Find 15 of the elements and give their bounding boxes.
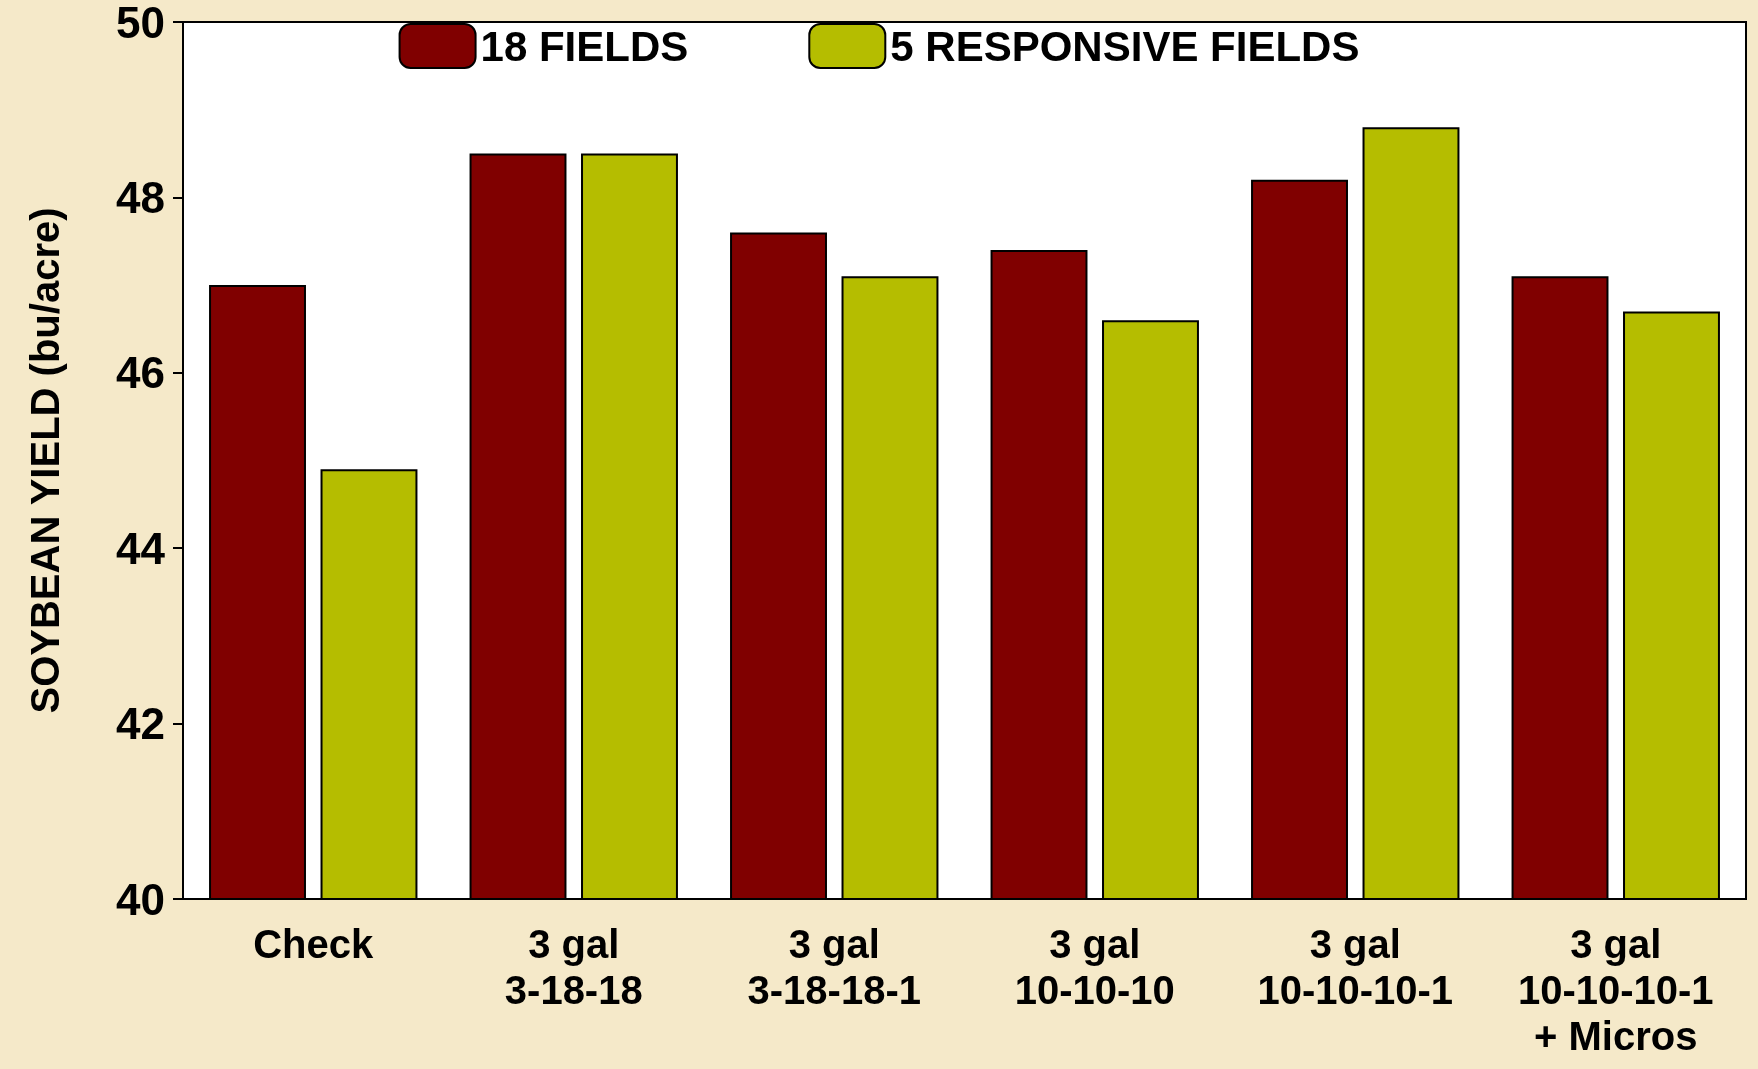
legend-label: 18 FIELDS (480, 22, 689, 70)
y-tick-label: 46 (116, 348, 165, 398)
x-tick-label: Check (253, 922, 375, 966)
x-tick-label: 3 gal 3-18-18-1 (747, 922, 921, 1012)
y-tick-label: 44 (116, 523, 166, 573)
x-tick-label: 3 gal 10-10-10-1 (1257, 922, 1454, 1012)
x-tick-label: 3 gal 10-10-10 (1014, 922, 1175, 1012)
y-axis-title: SOYBEAN YIELD (bu/acre) (23, 207, 67, 714)
x-tick-label: 3 gal 3-18-18 (504, 922, 643, 1012)
y-tick-label: 42 (116, 699, 165, 749)
y-tick-label: 40 (116, 874, 165, 924)
y-tick-label: 48 (116, 172, 165, 222)
legend-label: 5 RESPONSIVE FIELDS (890, 22, 1360, 70)
x-tick-label: 3 gal 10-10-10-1 + Micros (1517, 922, 1714, 1058)
y-tick-label: 50 (116, 0, 165, 47)
